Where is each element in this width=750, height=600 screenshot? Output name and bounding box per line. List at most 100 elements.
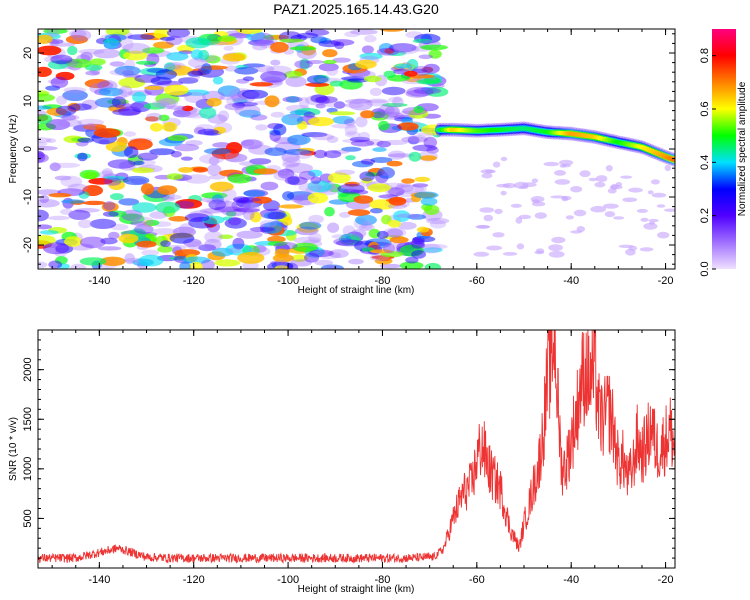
noise-blob: [38, 151, 45, 160]
noise-blob: [344, 131, 361, 138]
noise-blob: [347, 78, 369, 83]
noise-blob: [79, 257, 107, 266]
noise-blob: [344, 31, 360, 38]
noise-blob: [38, 93, 55, 102]
noise-blob: [145, 219, 160, 226]
noise-blob: [253, 168, 278, 175]
noise-blob: [285, 76, 307, 88]
noise-blob: [118, 161, 136, 171]
noise-blob: [329, 111, 356, 116]
noise-blob: [263, 211, 288, 220]
noise-blob: [38, 34, 53, 44]
x-tick-label: -60: [469, 574, 485, 586]
noise-blob: [157, 246, 173, 253]
y-tick-label: 2000: [22, 357, 34, 381]
noise-blob: [481, 172, 493, 179]
noise-blob: [534, 212, 547, 219]
noise-blob: [141, 249, 159, 256]
noise-blob: [396, 213, 420, 218]
noise-blob: [414, 184, 427, 194]
noise-blob: [388, 96, 402, 103]
noise-blob: [241, 202, 260, 215]
noise-blob: [233, 208, 261, 213]
noise-blob: [103, 201, 116, 211]
snr-series: [38, 330, 675, 565]
noise-blob: [479, 207, 495, 213]
noise-blob: [249, 226, 275, 233]
noise-blob: [348, 98, 373, 111]
noise-blob: [199, 107, 217, 119]
noise-blob: [492, 232, 505, 238]
noise-blob: [214, 206, 241, 213]
noise-blob: [122, 42, 151, 54]
noise-blob: [199, 197, 225, 203]
noise-blob: [57, 119, 82, 127]
noise-blob: [411, 238, 425, 249]
noise-blob: [183, 256, 211, 264]
noise-blob: [192, 167, 209, 173]
noise-blob: [209, 181, 234, 192]
noise-blob: [64, 236, 83, 247]
noise-blob: [473, 251, 490, 257]
noise-blob: [559, 159, 574, 166]
noise-blob: [406, 86, 434, 97]
noise-blob: [159, 98, 179, 108]
noise-blob: [650, 179, 660, 185]
noise-blob: [350, 139, 375, 147]
noise-blob: [405, 256, 419, 264]
noise-blob: [365, 139, 384, 146]
noise-blob: [351, 229, 367, 238]
noise-blob: [369, 249, 393, 254]
noise-blob: [60, 175, 83, 188]
x-tick-label: -140: [88, 275, 110, 287]
noise-blob: [426, 217, 450, 225]
noise-blob: [69, 29, 87, 38]
noise-blob: [515, 217, 523, 224]
noise-blob: [204, 238, 222, 251]
noise-blob: [39, 230, 59, 235]
noise-blob: [483, 214, 494, 222]
noise-blob: [284, 176, 308, 186]
noise-blob: [327, 172, 351, 184]
noise-blob: [248, 39, 275, 46]
noise-blob: [282, 96, 303, 103]
noise-blob: [307, 192, 329, 204]
noise-blob: [376, 140, 391, 148]
noise-blob: [134, 224, 154, 235]
noise-blob: [221, 188, 237, 201]
noise-blob: [565, 215, 575, 220]
noise-blob: [43, 243, 68, 248]
noise-blob: [329, 80, 344, 87]
noise-blob: [310, 94, 328, 103]
noise-blob: [132, 91, 147, 103]
noise-blob: [282, 161, 300, 168]
noise-blob: [164, 63, 182, 70]
noise-blob: [251, 196, 272, 204]
noise-blob: [331, 123, 356, 129]
noise-blob: [45, 119, 71, 130]
noise-blob: [67, 45, 78, 56]
noise-blob: [39, 195, 50, 203]
noise-blob: [166, 29, 191, 38]
noise-blob: [298, 170, 316, 180]
noise-blob: [127, 34, 155, 40]
noise-blob: [132, 216, 154, 227]
noise-blob: [156, 80, 184, 86]
noise-blob: [234, 104, 261, 117]
colorbar-ticks: 0.0 0.2 0.4 0.6 0.8: [699, 48, 716, 277]
noise-blob: [331, 149, 350, 154]
noise-blob: [204, 231, 223, 243]
noise-blob: [420, 155, 437, 161]
noise-blob: [287, 114, 302, 119]
noise-blob: [381, 169, 395, 177]
noise-blob: [243, 208, 255, 221]
noise-blob: [38, 235, 56, 246]
noise-blob: [333, 101, 346, 109]
noise-blob: [168, 216, 189, 222]
noise-blob: [47, 79, 66, 84]
noise-blob: [149, 211, 168, 219]
noise-blob: [45, 85, 61, 91]
noise-blob: [494, 208, 503, 215]
noise-blob: [252, 43, 268, 51]
noise-blob: [108, 180, 126, 190]
